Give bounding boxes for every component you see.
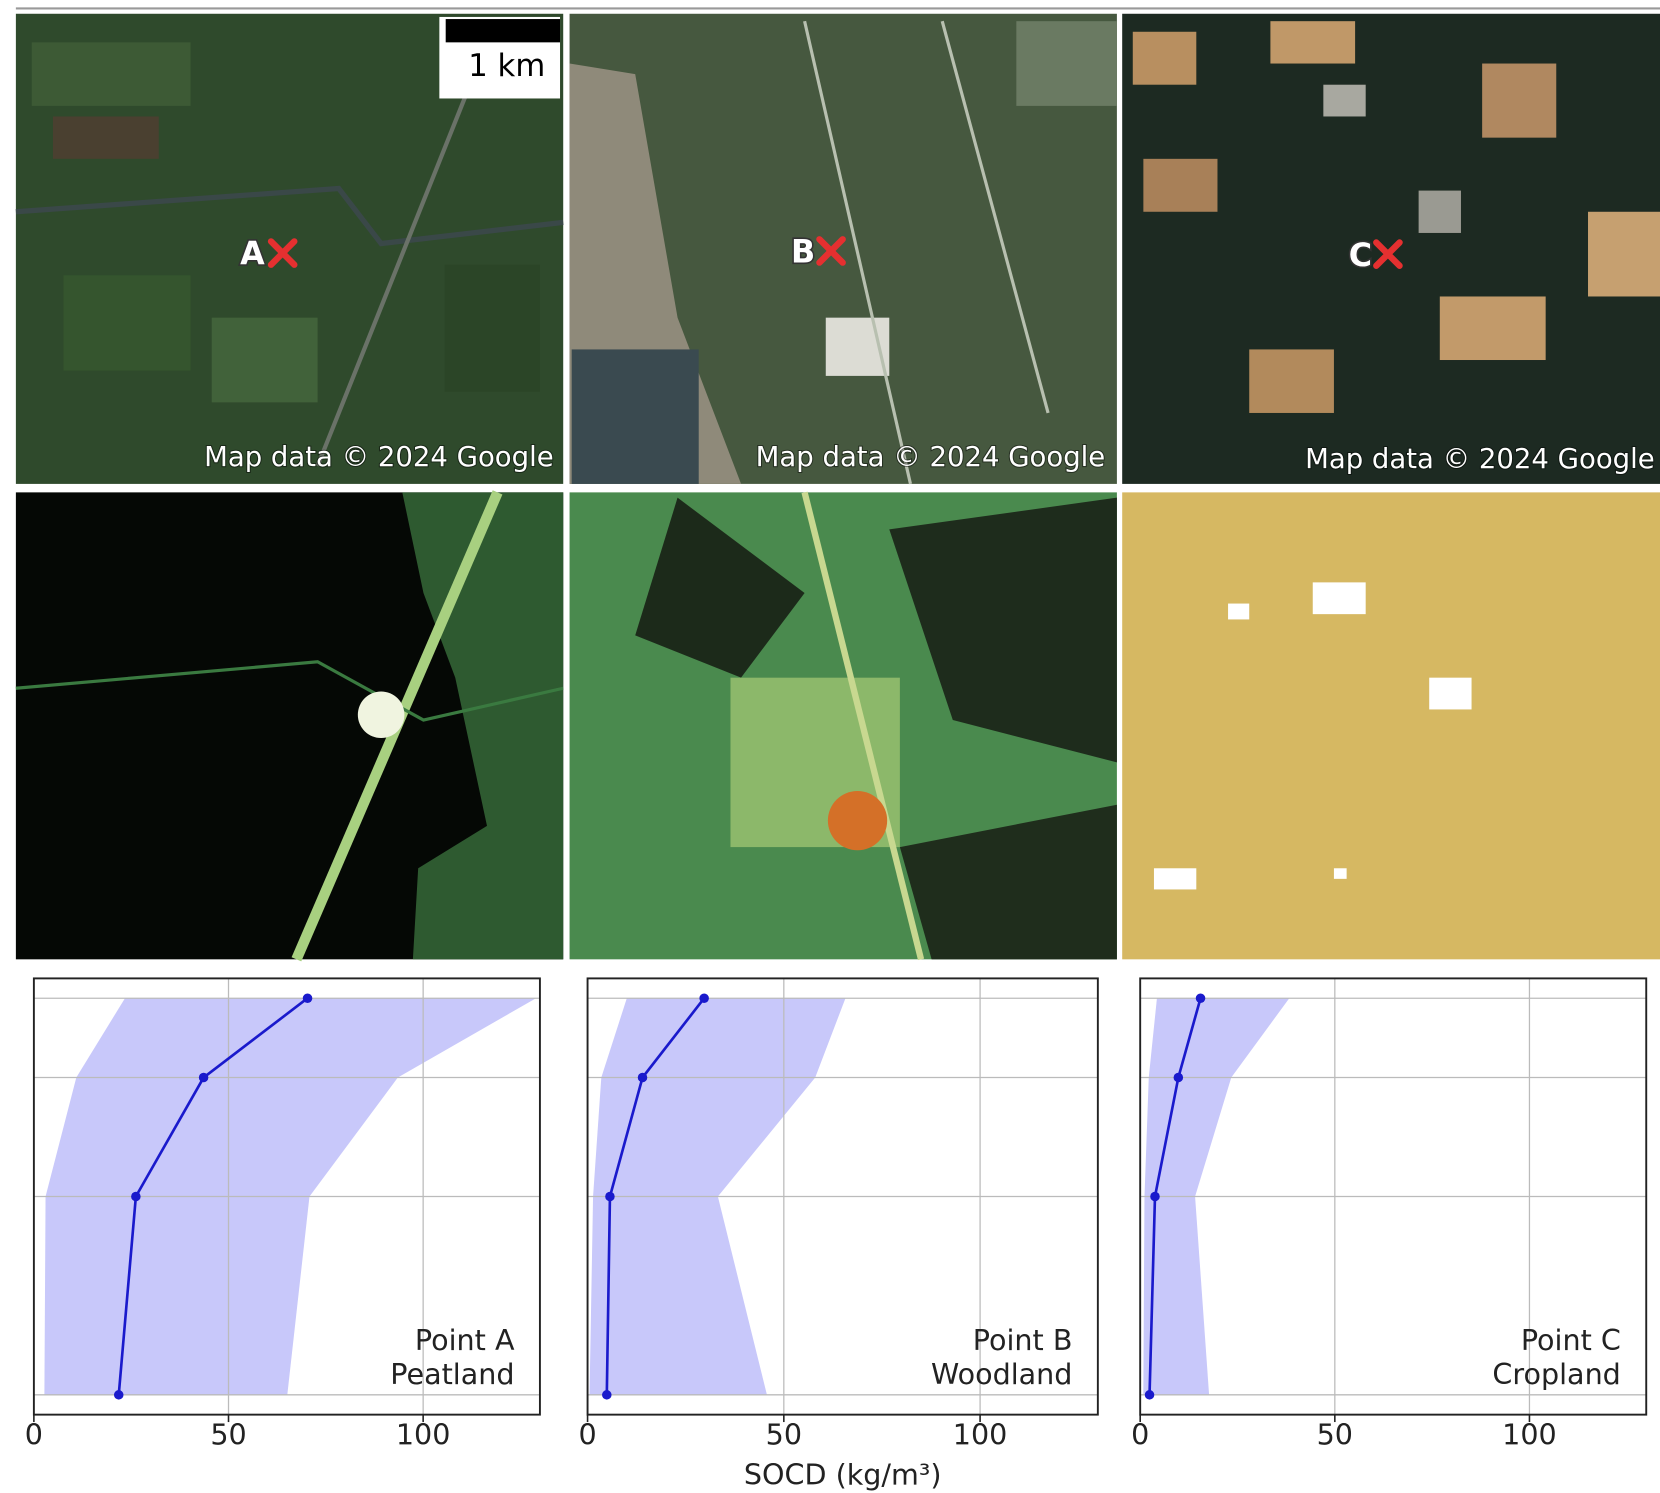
- mean-point: [303, 993, 313, 1003]
- map-b: [570, 492, 1117, 959]
- attribution: Map data © 2024 Google: [1305, 443, 1655, 475]
- mean-point: [131, 1192, 141, 1202]
- x-tick-label: 50: [1317, 1417, 1353, 1451]
- annotation: Point B: [973, 1323, 1073, 1357]
- attribution: Map data © 2024 Google: [756, 441, 1106, 473]
- x-tick-label: 0: [578, 1417, 596, 1451]
- annotation: Point A: [415, 1323, 515, 1357]
- x-tick-label: 0: [1131, 1417, 1149, 1451]
- mean-point: [1145, 1390, 1155, 1400]
- mean-point: [1196, 993, 1206, 1003]
- mean-point: [602, 1390, 612, 1400]
- figure: 1 km Map data © 2024 Google Map data © 2…: [0, 0, 1660, 1493]
- mean-point: [605, 1192, 615, 1202]
- x-tick-label: 100: [396, 1417, 451, 1451]
- x-axis-label: SOCD (kg/m³): [744, 1458, 942, 1492]
- annotation: Woodland: [931, 1357, 1072, 1391]
- point-label: A: [240, 237, 265, 273]
- x-tick-label: 0: [25, 1417, 43, 1451]
- x-tick-label: 50: [766, 1417, 802, 1451]
- mean-point: [1150, 1192, 1160, 1202]
- mean-point: [199, 1073, 209, 1083]
- mean-point: [638, 1073, 648, 1083]
- annotation: Cropland: [1492, 1357, 1620, 1391]
- mean-point: [699, 993, 709, 1003]
- scale-bar-label: 1 km: [468, 49, 545, 84]
- mean-point: [114, 1390, 124, 1400]
- satellite-b: [570, 14, 1117, 484]
- attribution: Map data © 2024 Google: [204, 441, 554, 473]
- annotation: Peatland: [390, 1357, 514, 1391]
- point-label: B: [791, 235, 815, 271]
- mean-point: [1174, 1073, 1184, 1083]
- map-a: [16, 492, 563, 959]
- x-tick-label: 100: [1502, 1417, 1557, 1451]
- map-c: [1122, 492, 1660, 959]
- x-tick-label: 50: [210, 1417, 246, 1451]
- x-tick-label: 100: [953, 1417, 1008, 1451]
- point-label: C: [1349, 238, 1372, 274]
- annotation: Point C: [1521, 1323, 1621, 1357]
